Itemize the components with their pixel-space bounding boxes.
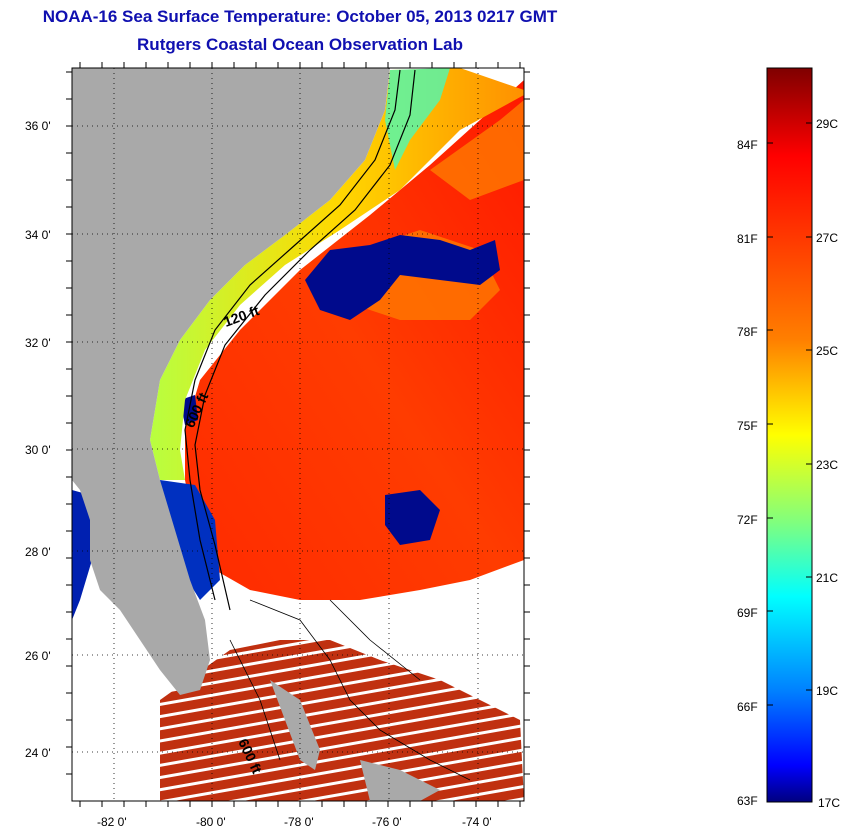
- lon-label: -74 0': [462, 815, 492, 829]
- lat-label: 30 0': [25, 443, 51, 457]
- lat-label: 36 0': [25, 119, 51, 133]
- colorbar-c-label: 17C: [818, 796, 841, 810]
- lat-label: 26 0': [25, 649, 51, 663]
- colorbar-f-label: 84F: [737, 138, 758, 152]
- colorbar-c-label: 29C: [816, 117, 839, 131]
- lon-label: -78 0': [284, 815, 314, 829]
- colorbar-f-label: 78F: [737, 325, 758, 339]
- colorbar-f-label: 63F: [737, 794, 758, 808]
- island: [360, 760, 440, 801]
- map-gridlines: [72, 68, 524, 801]
- land-mass: [72, 68, 390, 695]
- warm-patch: [430, 100, 524, 200]
- isobath-600ft: [194, 69, 416, 611]
- map-frame: [71, 67, 525, 802]
- colorbar-ticks: [767, 122, 812, 706]
- lat-label: 32 0': [25, 336, 51, 350]
- map-title: NOAA-16 Sea Surface Temperature: October…: [42, 7, 558, 26]
- cloud-mask: [305, 235, 500, 320]
- lat-label: 24 0': [25, 746, 51, 760]
- cloud-mask: [72, 490, 92, 620]
- bathymetry-contours: [229, 599, 471, 781]
- lon-label: -82 0': [97, 815, 127, 829]
- map-subtitle: Rutgers Coastal Ocean Observation Lab: [137, 35, 463, 54]
- lat-label: 34 0': [25, 228, 51, 242]
- colorbar-c-label: 19C: [816, 684, 839, 698]
- colorbar-f-label: 72F: [737, 513, 758, 527]
- colorbar-f-label: 69F: [737, 606, 758, 620]
- scan-stripes: [160, 640, 524, 801]
- isobath-120ft: [184, 69, 401, 601]
- shelf-water: [150, 68, 524, 480]
- map-ticks: [66, 62, 530, 807]
- lon-label: -80 0': [196, 815, 226, 829]
- lat-label: 28 0': [25, 545, 51, 559]
- lon-label: -76 0': [372, 815, 402, 829]
- cloud-mask: [385, 490, 440, 545]
- colorbar-c-label: 25C: [816, 344, 839, 358]
- gulf-stream-water: [185, 80, 524, 600]
- cool-shelf-water: [385, 68, 450, 170]
- colorbar-f-label: 66F: [737, 700, 758, 714]
- colorbar-f-label: 75F: [737, 419, 758, 433]
- colorbar-gradient: [766, 67, 813, 803]
- island: [270, 680, 320, 770]
- colorbar-c-label: 27C: [816, 231, 839, 245]
- colorbar-f-label: 81F: [737, 232, 758, 246]
- colorbar-c-label: 21C: [816, 571, 839, 585]
- colorbar-c-label: 23C: [816, 458, 839, 472]
